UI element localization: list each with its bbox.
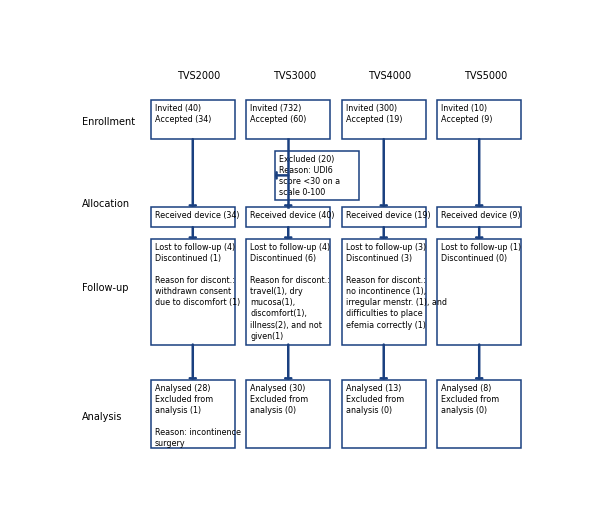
Text: TVS2000: TVS2000 [177,71,221,81]
Text: Lost to follow-up (1)
Discontinued (0): Lost to follow-up (1) Discontinued (0) [441,243,521,263]
Bar [437,380,521,448]
Bar [246,207,330,227]
Text: TVS4000: TVS4000 [368,71,411,81]
Bar [151,239,235,344]
Text: Invited (732)
Accepted (60): Invited (732) Accepted (60) [250,104,307,124]
Text: Analysed (13)
Excluded from
analysis (0): Analysed (13) Excluded from analysis (0) [346,384,404,415]
Bar [342,207,426,227]
Text: Invited (40)
Accepted (34): Invited (40) Accepted (34) [155,104,211,124]
Bar [437,239,521,344]
Text: Analysed (28)
Excluded from
analysis (1)

Reason: incontinence
surgery: Analysed (28) Excluded from analysis (1)… [155,384,241,448]
Text: Analysis: Analysis [82,412,122,422]
Text: Allocation: Allocation [82,199,130,209]
Bar [151,380,235,448]
Bar [275,151,359,200]
Text: Received device (9): Received device (9) [441,211,521,220]
Text: Enrollment: Enrollment [82,117,135,126]
Bar [437,100,521,139]
Text: TVS5000: TVS5000 [464,71,507,81]
Bar [342,239,426,344]
Bar [151,100,235,139]
Bar [151,207,235,227]
Bar [246,380,330,448]
Text: Received device (34): Received device (34) [155,211,240,220]
Text: Analysed (8)
Excluded from
analysis (0): Analysed (8) Excluded from analysis (0) [441,384,500,415]
Text: Received device (40): Received device (40) [250,211,335,220]
Text: Invited (300)
Accepted (19): Invited (300) Accepted (19) [346,104,402,124]
Text: TVS3000: TVS3000 [273,71,316,81]
Bar [342,380,426,448]
Text: Analysed (30)
Excluded from
analysis (0): Analysed (30) Excluded from analysis (0) [250,384,309,415]
Text: Invited (10)
Accepted (9): Invited (10) Accepted (9) [441,104,493,124]
Text: Follow-up: Follow-up [82,283,128,293]
Text: Received device (19): Received device (19) [346,211,431,220]
Text: Excluded (20)
Reason: UDI6
score <30 on a
scale 0-100: Excluded (20) Reason: UDI6 score <30 on … [279,155,340,197]
Bar [342,100,426,139]
Text: Lost to follow-up (3)
Discontinued (3)

Reason for discont.:
no incontinence (1): Lost to follow-up (3) Discontinued (3) R… [346,243,447,330]
Text: Lost to follow-up (4)
Discontinued (6)

Reason for discont.:
travel(1), dry
muco: Lost to follow-up (4) Discontinued (6) R… [250,243,330,341]
Bar [437,207,521,227]
Text: Lost to follow-up (4)
Discontinued (1)

Reason for discont.:
withdrawn consent
d: Lost to follow-up (4) Discontinued (1) R… [155,243,240,307]
Bar [246,100,330,139]
Bar [246,239,330,344]
